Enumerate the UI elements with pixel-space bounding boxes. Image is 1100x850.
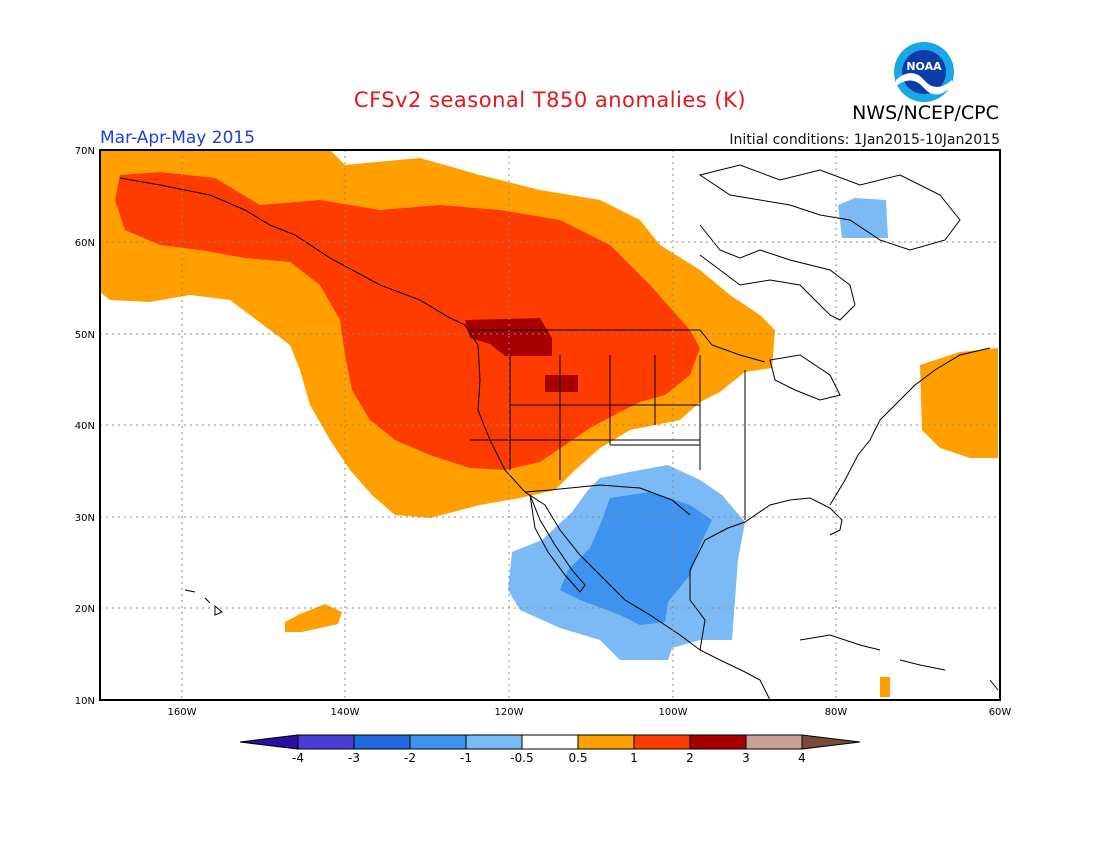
warm-anomaly-region xyxy=(285,604,342,632)
warm-anomaly-region xyxy=(920,348,998,458)
legend-tick-label: -2 xyxy=(404,751,416,765)
legend-swatch xyxy=(297,734,355,750)
anomaly-shading xyxy=(100,150,998,697)
arctic-islands xyxy=(698,164,961,251)
baja-peninsula xyxy=(529,494,586,593)
longitude-labels: 160W 140W 120W 100W 80W 60W xyxy=(168,707,1012,718)
legend-tick-label: 3 xyxy=(742,751,750,765)
legend-swatch xyxy=(689,734,747,750)
lat-tick-label: 40N xyxy=(75,421,95,432)
season-label: Mar-Apr-May 2015 xyxy=(100,128,256,148)
legend-tick-label: 0.5 xyxy=(568,751,587,765)
hudson-bay xyxy=(699,224,856,321)
lon-tick-label: 100W xyxy=(659,707,688,718)
us-border xyxy=(470,329,766,363)
lon-tick-label: 140W xyxy=(331,707,360,718)
lon-tick-label: 120W xyxy=(495,707,524,718)
legend-tick-label: 4 xyxy=(798,751,806,765)
mexico-border xyxy=(524,484,691,516)
lat-tick-label: 50N xyxy=(75,330,95,341)
east-coast xyxy=(829,347,991,506)
state-lines xyxy=(470,355,746,520)
agency-label: NWS/NCEP/CPC xyxy=(852,102,999,124)
latitude-labels: 70N 60N 50N 40N 30N 20N 10N xyxy=(75,146,95,707)
logo-text: NOAA xyxy=(906,60,942,73)
lat-tick-label: 10N xyxy=(75,696,95,707)
legend-tick-label: -0.5 xyxy=(510,751,533,765)
legend-tick-label: 1 xyxy=(630,751,638,765)
noaa-logo: NOAA xyxy=(892,40,956,108)
legend-swatch xyxy=(633,734,691,750)
warm-anomaly-region xyxy=(545,375,578,392)
gulf-coast xyxy=(689,497,843,651)
lon-tick-label: 80W xyxy=(825,707,848,718)
legend-tick-label: -4 xyxy=(292,751,304,765)
lat-tick-label: 20N xyxy=(75,604,95,615)
warm-anomaly-region xyxy=(115,172,700,470)
graticule xyxy=(100,150,1000,700)
legend-tick-label: 2 xyxy=(686,751,694,765)
lat-tick-label: 30N xyxy=(75,513,95,524)
cold-anomaly-region xyxy=(838,198,888,238)
map-frame xyxy=(99,149,1001,701)
great-lakes xyxy=(769,354,841,401)
legend-swatch xyxy=(465,734,523,750)
caribbean-islands xyxy=(799,634,999,691)
lat-tick-label: 70N xyxy=(75,146,95,157)
legend-tick-label: -3 xyxy=(348,751,360,765)
coastlines xyxy=(119,164,999,701)
hawaii-islands xyxy=(184,589,223,616)
legend-tick-label: -1 xyxy=(460,751,472,765)
legend-arrow-low xyxy=(239,734,299,750)
chart-title: CFSv2 seasonal T850 anomalies (K) xyxy=(353,88,747,112)
legend-arrow-high xyxy=(801,734,861,750)
lat-tick-label: 60N xyxy=(75,238,95,249)
legend-swatch xyxy=(745,734,803,750)
legend-swatch xyxy=(577,734,635,750)
lon-tick-label: 160W xyxy=(168,707,197,718)
initial-conditions-label: Initial conditions: 1Jan2015-10Jan2015 xyxy=(729,132,1000,148)
warm-anomaly-region xyxy=(880,677,890,697)
legend-swatch xyxy=(521,734,579,750)
legend-swatch xyxy=(409,734,467,750)
legend-swatch xyxy=(353,734,411,750)
color-legend: -4 -3 -2 -1 -0.5 0.5 1 2 3 4 xyxy=(239,734,861,765)
cold-anomaly-region xyxy=(560,492,712,625)
lon-tick-label: 60W xyxy=(989,707,1012,718)
